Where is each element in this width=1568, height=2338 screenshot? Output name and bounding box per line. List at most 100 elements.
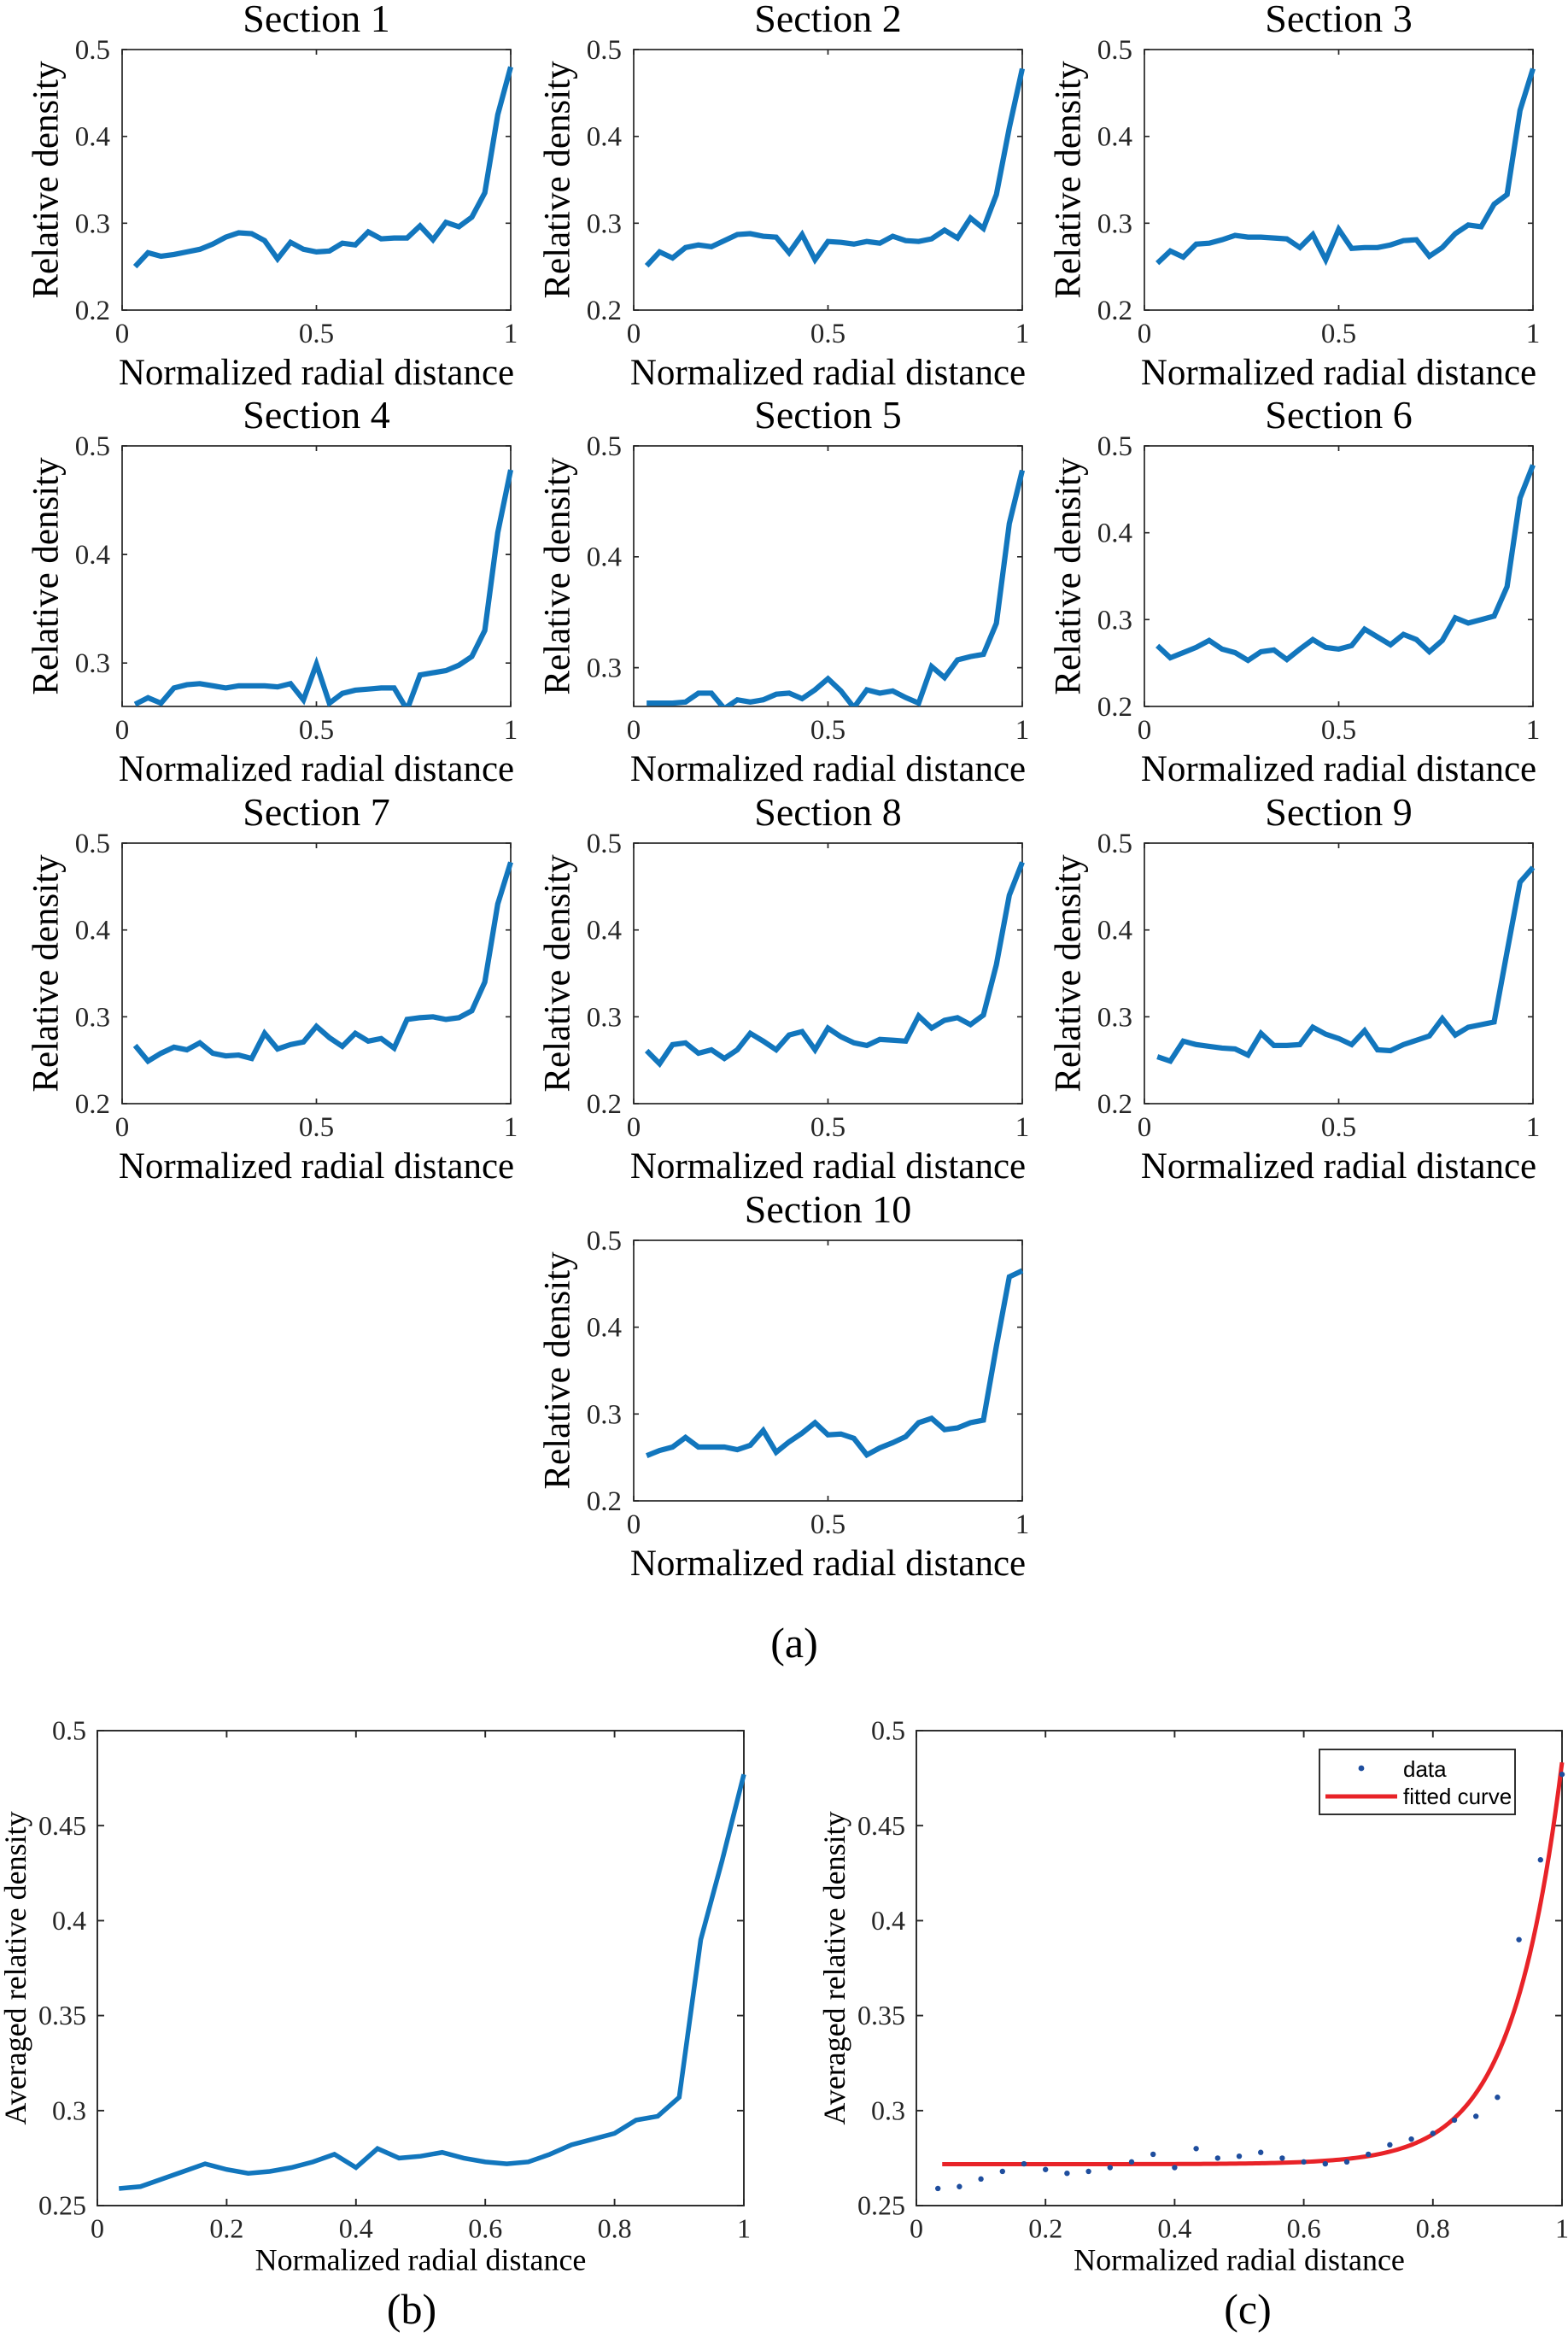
svg-text:1: 1: [504, 1112, 518, 1143]
svg-text:1: 1: [1015, 1509, 1030, 1540]
svg-text:fitted curve: fitted curve: [1403, 1784, 1512, 1809]
svg-text:0.3: 0.3: [52, 2095, 86, 2125]
svg-text:0.5: 0.5: [810, 1112, 845, 1143]
svg-text:0.4: 0.4: [871, 1905, 905, 1936]
svg-text:(a): (a): [770, 1619, 818, 1667]
svg-text:0.2: 0.2: [587, 1089, 622, 1120]
svg-text:0.3: 0.3: [75, 208, 110, 239]
svg-text:Section 1: Section 1: [243, 0, 389, 40]
svg-text:0.2: 0.2: [587, 1486, 622, 1517]
svg-text:Normalized radial distance: Normalized radial distance: [119, 353, 514, 393]
svg-text:Normalized radial distance: Normalized radial distance: [630, 749, 1026, 789]
svg-text:0.4: 0.4: [1157, 2213, 1191, 2244]
svg-text:0: 0: [1138, 1112, 1152, 1143]
svg-text:0.25: 0.25: [38, 2190, 86, 2221]
svg-text:Section 6: Section 6: [1265, 393, 1412, 437]
svg-text:1: 1: [1526, 715, 1541, 746]
svg-text:0.5: 0.5: [587, 1226, 622, 1257]
svg-text:Normalized radial distance: Normalized radial distance: [1141, 353, 1536, 393]
svg-text:1: 1: [1015, 1112, 1030, 1143]
svg-text:Section 4: Section 4: [243, 393, 389, 437]
svg-text:Relative density: Relative density: [26, 854, 67, 1093]
svg-text:Relative density: Relative density: [538, 61, 578, 299]
svg-text:1: 1: [1015, 715, 1030, 746]
svg-text:0.4: 0.4: [587, 916, 622, 946]
svg-text:Relative density: Relative density: [538, 1251, 578, 1490]
svg-text:0.4: 0.4: [587, 542, 622, 573]
svg-text:0.3: 0.3: [587, 653, 622, 684]
svg-text:(c): (c): [1224, 2285, 1272, 2333]
svg-text:0.3: 0.3: [1097, 605, 1132, 636]
svg-text:0.45: 0.45: [857, 1810, 905, 1841]
svg-text:0.5: 0.5: [587, 35, 622, 66]
svg-text:0.2: 0.2: [1097, 1089, 1132, 1120]
svg-text:0.3: 0.3: [587, 208, 622, 239]
svg-text:Normalized radial distance: Normalized radial distance: [1141, 1146, 1536, 1187]
svg-text:0: 0: [115, 319, 130, 349]
svg-text:0.5: 0.5: [1097, 35, 1132, 66]
svg-text:0.8: 0.8: [598, 2213, 632, 2244]
svg-text:1: 1: [504, 715, 518, 746]
svg-text:0.3: 0.3: [587, 1002, 622, 1033]
svg-text:Averaged relative density: Averaged relative density: [0, 1811, 32, 2124]
svg-text:0.3: 0.3: [587, 1399, 622, 1430]
svg-text:0.2: 0.2: [75, 296, 110, 326]
svg-text:0: 0: [627, 1509, 641, 1540]
svg-text:0.2: 0.2: [1097, 692, 1132, 723]
svg-text:0.5: 0.5: [1321, 1112, 1356, 1143]
svg-text:Averaged relative density: Averaged relative density: [817, 1811, 851, 2124]
svg-text:Normalized radial distance: Normalized radial distance: [630, 1146, 1026, 1187]
svg-text:0.2: 0.2: [1028, 2213, 1062, 2244]
svg-text:0.5: 0.5: [75, 35, 110, 66]
svg-text:0.6: 0.6: [468, 2213, 502, 2244]
svg-text:Normalized radial distance: Normalized radial distance: [630, 1544, 1026, 1584]
svg-text:1: 1: [1555, 2213, 1568, 2244]
svg-text:0.5: 0.5: [52, 1715, 86, 1746]
svg-text:0.3: 0.3: [1097, 208, 1132, 239]
svg-text:0.5: 0.5: [299, 1112, 334, 1143]
svg-text:Section 8: Section 8: [754, 790, 901, 834]
svg-text:0.4: 0.4: [75, 540, 110, 571]
svg-text:0.2: 0.2: [587, 296, 622, 326]
svg-text:0.4: 0.4: [52, 1905, 86, 1936]
svg-text:0: 0: [1138, 319, 1152, 349]
svg-text:0.2: 0.2: [1097, 296, 1132, 326]
svg-text:0: 0: [627, 1112, 641, 1143]
svg-text:1: 1: [1015, 319, 1030, 349]
svg-text:0.2: 0.2: [75, 1089, 110, 1120]
svg-text:0.5: 0.5: [587, 829, 622, 859]
svg-text:Relative density: Relative density: [26, 457, 67, 695]
svg-text:Normalized radial distance: Normalized radial distance: [1141, 749, 1536, 789]
svg-text:0.5: 0.5: [810, 319, 845, 349]
svg-text:0.3: 0.3: [75, 1002, 110, 1033]
svg-text:1: 1: [737, 2213, 751, 2244]
svg-text:0.35: 0.35: [857, 2000, 905, 2030]
svg-text:(b): (b): [387, 2285, 436, 2333]
svg-text:Relative density: Relative density: [538, 457, 578, 695]
svg-text:0.4: 0.4: [1097, 519, 1132, 549]
svg-text:0.5: 0.5: [1321, 319, 1356, 349]
svg-text:0.5: 0.5: [75, 829, 110, 859]
svg-text:0.5: 0.5: [1097, 829, 1132, 859]
svg-text:0: 0: [627, 319, 641, 349]
svg-text:1: 1: [1526, 1112, 1541, 1143]
svg-text:Normalized radial distance: Normalized radial distance: [119, 749, 514, 789]
svg-text:Normalized radial distance: Normalized radial distance: [119, 1146, 514, 1187]
svg-text:Section 2: Section 2: [754, 0, 901, 40]
svg-text:0.4: 0.4: [75, 122, 110, 153]
svg-text:0.4: 0.4: [587, 122, 622, 153]
svg-text:Relative density: Relative density: [538, 854, 578, 1093]
svg-text:0.3: 0.3: [75, 648, 110, 679]
svg-text:0.4: 0.4: [75, 916, 110, 946]
svg-text:0.5: 0.5: [299, 319, 334, 349]
svg-text:0: 0: [910, 2213, 923, 2244]
svg-text:0: 0: [1138, 715, 1152, 746]
svg-text:0.3: 0.3: [871, 2095, 905, 2125]
svg-text:Relative density: Relative density: [1049, 457, 1089, 695]
svg-text:Section 7: Section 7: [243, 790, 389, 834]
svg-text:Normalized radial distance: Normalized radial distance: [1074, 2242, 1405, 2276]
svg-text:Relative density: Relative density: [1049, 61, 1089, 299]
svg-text:Relative density: Relative density: [26, 61, 67, 299]
svg-text:0: 0: [627, 715, 641, 746]
svg-text:0.5: 0.5: [1097, 431, 1132, 462]
